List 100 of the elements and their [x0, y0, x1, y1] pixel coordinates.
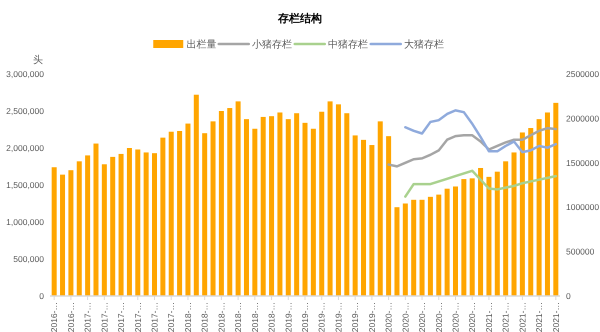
y2-tick-label: 500000	[566, 246, 595, 257]
bar	[126, 148, 132, 296]
x-tick-label: 2017-…	[150, 302, 160, 332]
legend-label: 出栏量	[186, 38, 216, 50]
bar	[553, 102, 558, 296]
bar	[68, 170, 74, 296]
bar	[478, 168, 484, 296]
x-tick-label: 2017-…	[82, 302, 93, 332]
chart-title: 存栏结构	[277, 12, 322, 25]
bar	[461, 179, 466, 296]
x-tick-label: 2018-…	[250, 302, 260, 332]
bar	[277, 112, 282, 296]
bar	[512, 152, 517, 296]
bar	[361, 140, 366, 296]
x-tick-label: 2017-…	[132, 302, 143, 332]
bar	[411, 200, 416, 296]
x-tick-label: 2021-…	[534, 302, 544, 332]
bar	[294, 113, 300, 296]
x-tick-label: 2021-…	[517, 302, 528, 332]
bar	[110, 156, 116, 296]
bar	[494, 172, 500, 296]
bar	[286, 119, 291, 296]
bar	[102, 164, 107, 296]
x-tick-label: 2017-…	[116, 302, 126, 332]
bar	[227, 108, 232, 296]
x-tick-label: 2019-…	[366, 302, 377, 332]
x-tick-label: 2017-…	[166, 302, 176, 332]
x-tick-label: 2021-…	[484, 302, 494, 332]
bar	[177, 130, 182, 296]
bar	[470, 178, 475, 296]
y-axis-title: 头	[33, 54, 43, 66]
bar	[60, 174, 66, 296]
bar	[93, 144, 98, 296]
x-tick-label: 2020-…	[450, 302, 460, 332]
y-tick-label: 0	[39, 291, 44, 301]
x-tick-label: 2019-…	[350, 302, 360, 332]
x-tick-label: 2018-…	[200, 302, 210, 332]
x-tick-label: 2020-…	[384, 302, 394, 332]
x-tick-label: 2020-…	[400, 302, 410, 332]
x-tick-label: 2020-…	[417, 302, 428, 332]
bar	[344, 113, 350, 296]
y2-tick-label: 1500000	[566, 158, 600, 168]
x-tick-label: 2019-…	[333, 302, 344, 332]
bar	[144, 152, 149, 296]
x-tick-label: 2016-…	[66, 302, 76, 332]
bar	[52, 167, 57, 296]
bar	[210, 121, 216, 296]
x-tick-label: 2020-…	[434, 302, 444, 332]
bar	[252, 128, 258, 296]
legend-label: 中猪存栏	[328, 38, 368, 50]
y-tick-label: 2,000,000	[6, 143, 44, 153]
y-tick-label: 2,500,000	[6, 106, 44, 116]
x-tick-label: 2020-…	[467, 302, 478, 332]
y-tick-label: 3,000,000	[6, 69, 44, 79]
x-tick-label: 2017-…	[99, 302, 110, 332]
bar	[76, 161, 82, 296]
bar	[536, 119, 542, 296]
bar	[85, 155, 90, 296]
y2-tick-label: 2000000	[566, 113, 600, 124]
x-tick-label: 2021-…	[500, 302, 511, 332]
bar	[310, 128, 316, 296]
bar	[444, 188, 450, 296]
bar	[378, 121, 383, 296]
bar	[236, 101, 241, 296]
bar	[402, 204, 408, 296]
x-tick-label: 2021-…	[550, 302, 561, 332]
bar	[218, 111, 224, 296]
x-tick-label: 2019-…	[316, 302, 327, 332]
bar	[452, 186, 458, 296]
bar	[160, 138, 166, 296]
legend-label: 大猪存栏	[404, 38, 444, 50]
bar	[302, 122, 308, 296]
bar	[369, 145, 374, 296]
x-tick-label: 2019-…	[283, 302, 294, 332]
bar	[168, 132, 174, 296]
x-tick-label: 2016-…	[49, 302, 60, 332]
bar	[428, 196, 433, 296]
bar	[319, 112, 324, 296]
y-tick-label: 1,500,000	[6, 180, 44, 190]
x-tick-label: 2018-…	[216, 302, 226, 332]
bar	[185, 124, 190, 296]
bar	[520, 132, 525, 296]
bar	[352, 135, 358, 296]
bar	[486, 176, 492, 296]
bar	[503, 161, 508, 296]
legend-label: 小猪存栏	[252, 38, 292, 50]
bar	[328, 101, 333, 296]
bar	[436, 194, 442, 296]
bar	[202, 133, 208, 296]
y2-tick-label: 2500000	[566, 69, 600, 79]
x-tick-label: 2019-…	[300, 302, 310, 332]
x-tick-label: 2018-…	[182, 302, 193, 332]
bar	[152, 153, 158, 296]
bar	[336, 104, 341, 296]
x-tick-label: 2018-…	[233, 302, 244, 332]
bar	[386, 136, 392, 296]
x-tick-label: 2018-…	[266, 302, 277, 332]
bar	[135, 149, 140, 296]
bar	[528, 128, 534, 296]
y-tick-label: 500,000	[13, 254, 44, 264]
